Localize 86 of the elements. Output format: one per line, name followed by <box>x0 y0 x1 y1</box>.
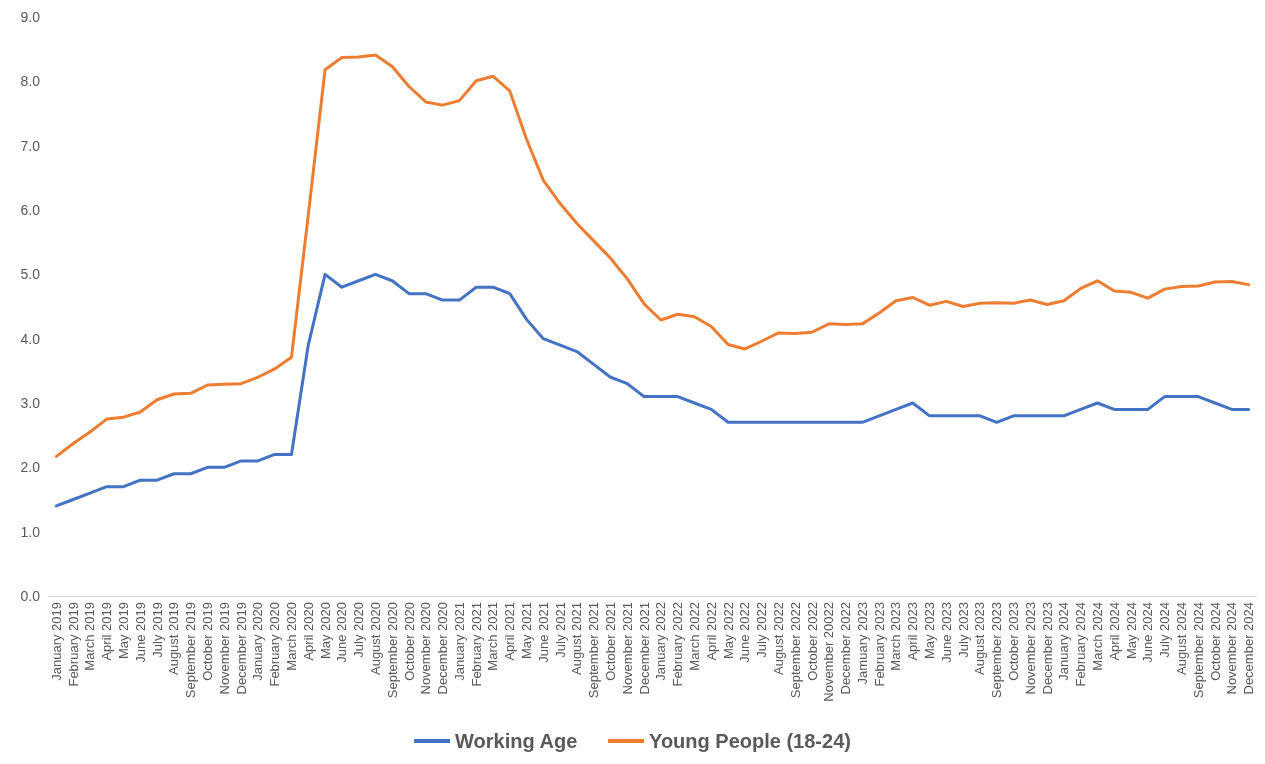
x-tick-label: December 2024 <box>1241 602 1257 695</box>
x-tick-label: June 2022 <box>737 602 753 663</box>
legend-label: Working Age <box>455 730 578 752</box>
x-tick-label: October 2019 <box>200 602 216 681</box>
x-tick-label: March 2022 <box>686 602 702 671</box>
x-tick-label: September 2021 <box>586 602 602 699</box>
y-tick-label: 3.0 <box>20 395 41 411</box>
x-tick-label: March 2023 <box>888 602 904 671</box>
y-tick-label: 9.0 <box>20 9 41 25</box>
x-tick-label: March 2019 <box>82 602 98 671</box>
y-tick-label: 1.0 <box>20 523 41 540</box>
y-tick-label: 4.0 <box>20 330 41 347</box>
x-tick-label: July 2023 <box>955 602 971 658</box>
x-tick-label: August 2022 <box>770 602 786 676</box>
x-tick-label: September 2024 <box>1190 602 1206 699</box>
x-tick-label: May 2022 <box>720 602 736 660</box>
y-tick-label: 5.0 <box>20 266 41 283</box>
y-tick-label: 8.0 <box>20 73 41 90</box>
x-tick-label: February 2023 <box>871 602 887 687</box>
x-tick-label: October 2022 <box>804 602 820 681</box>
x-tick-label: August 2020 <box>367 602 383 676</box>
x-tick-label: May 2024 <box>1123 602 1139 660</box>
x-tick-label: December 2019 <box>233 602 249 695</box>
x-tick-label: August 2024 <box>1173 602 1189 676</box>
y-tick-label: 2.0 <box>20 459 41 476</box>
x-tick-label: Jamuary 2023 <box>854 602 870 685</box>
x-tick-label: March 2024 <box>1089 602 1105 671</box>
x-tick-label: November 2019 <box>216 602 232 695</box>
x-tick-label: June 2024 <box>1140 602 1156 663</box>
x-tick-label: April 2023 <box>905 602 921 661</box>
x-tick-label: June 2023 <box>938 602 954 663</box>
y-tick-label: 7.0 <box>20 137 41 154</box>
x-tick-label: October 2023 <box>1006 602 1022 681</box>
line-series <box>54 272 1251 508</box>
x-tick-label: August 2021 <box>569 602 585 676</box>
x-tick-label: August 2019 <box>166 602 182 676</box>
x-tick-label: February 2020 <box>267 602 283 687</box>
x-tick-label: January 2021 <box>451 602 467 681</box>
x-tick-label: September 2022 <box>787 602 803 699</box>
x-tick-label: July 2022 <box>754 602 770 658</box>
x-tick-label: December 2023 <box>1039 602 1055 695</box>
x-tick-label: May 2021 <box>519 602 535 660</box>
x-tick-label: October 2021 <box>603 602 619 681</box>
x-tick-label: September 2019 <box>183 602 199 699</box>
x-tick-label: March 2021 <box>485 602 501 671</box>
x-tick-label: June 2019 <box>132 602 148 663</box>
x-tick-label: April 2024 <box>1106 602 1122 661</box>
x-tick-label: April 2021 <box>502 602 518 661</box>
x-tick-label: June 2020 <box>334 602 350 663</box>
x-tick-label: July 2020 <box>351 602 367 658</box>
x-tick-label: July 2019 <box>149 602 165 658</box>
x-tick-label: February 2021 <box>468 602 484 687</box>
x-tick-label: April 2019 <box>99 602 115 661</box>
x-tick-label: February 2019 <box>65 602 81 687</box>
legend-label: Young People (18-24) <box>649 730 851 752</box>
x-tick-label: January 2020 <box>250 602 266 681</box>
x-tick-label: December 2020 <box>435 602 451 695</box>
x-tick-label: October 2020 <box>401 602 417 681</box>
x-tick-label: December 2021 <box>636 602 652 695</box>
y-tick-label: 6.0 <box>20 202 41 218</box>
x-tick-label: July 2024 <box>1157 602 1173 658</box>
x-tick-label: March 2020 <box>283 602 299 671</box>
x-tick-label: January 2022 <box>653 602 669 681</box>
x-tick-label: April 2022 <box>703 602 719 661</box>
x-tick-label: August 2023 <box>972 602 988 676</box>
x-tick-label: September 2020 <box>384 602 400 699</box>
x-tick-label: November 2023 <box>1022 602 1038 695</box>
x-tick-label: November 2021 <box>619 602 635 695</box>
x-tick-label: February 2024 <box>1073 602 1089 687</box>
x-tick-label: April 2020 <box>300 602 316 661</box>
y-tick-label: 0.0 <box>20 588 41 604</box>
x-tick-label: July 2021 <box>552 602 568 658</box>
line-series <box>54 53 1251 458</box>
x-tick-label: February 2022 <box>670 602 686 687</box>
x-tick-label: November 20022 <box>821 602 837 702</box>
x-tick-label: May 2019 <box>116 602 132 660</box>
x-tick-label: November 2024 <box>1224 602 1240 695</box>
x-tick-label: December 2022 <box>838 602 854 695</box>
x-tick-label: October 2024 <box>1207 602 1223 681</box>
x-tick-label: June 2021 <box>535 602 551 663</box>
x-tick-label: November 2020 <box>418 602 434 695</box>
x-tick-label: May 2023 <box>922 602 938 660</box>
x-tick-label: September 2023 <box>989 602 1005 699</box>
x-tick-label: January 2019 <box>48 602 64 681</box>
x-tick-label: May 2020 <box>317 602 333 660</box>
x-tick-label: January 2024 <box>1056 602 1072 681</box>
